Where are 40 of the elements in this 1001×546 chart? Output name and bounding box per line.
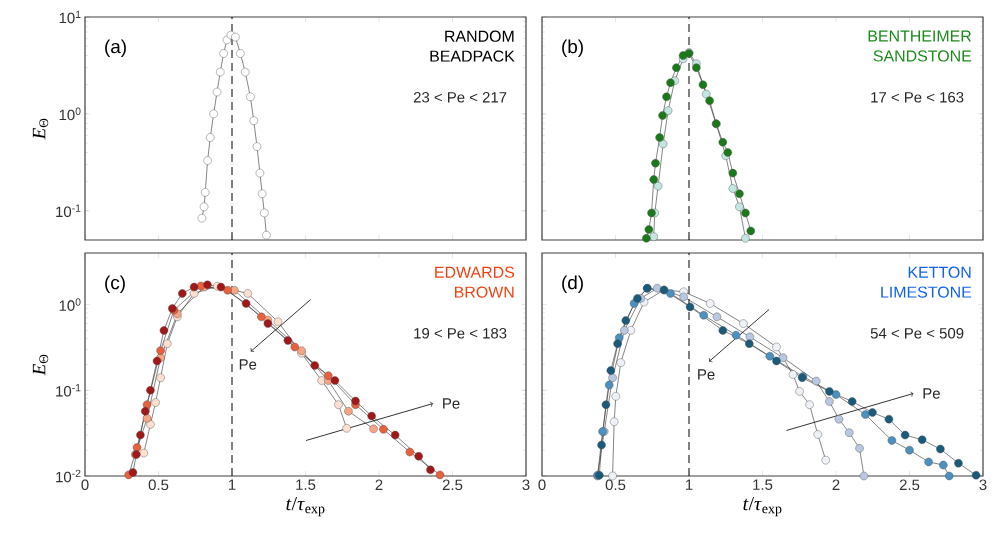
x-tick-label: 2	[832, 479, 840, 490]
x-tick-label: 0	[538, 479, 546, 491]
annotation: 19 < Pe < 183	[414, 327, 507, 339]
y-tick-label: 10$^{-1}$	[56, 204, 81, 218]
y-tick-label: 10$^{1}$	[59, 10, 81, 24]
y-tick-label: 10$^{-2}$	[56, 469, 81, 483]
x-tick-label: 0	[81, 479, 89, 491]
text: RANDOM BEADPACK	[430, 30, 515, 62]
annotation: (b)	[562, 39, 583, 58]
text: BENTHEIMER SANDSTONE	[868, 30, 972, 62]
y-tick-label: 10$^{0}$	[59, 107, 81, 121]
text: EDWARDS BROWN	[435, 266, 515, 298]
annotation: Pe	[698, 369, 715, 380]
x-tick-label: 3	[522, 479, 530, 491]
x-tick-label: 2.5	[442, 479, 463, 491]
y-tick-label: 10$^{-1}$	[56, 384, 81, 397]
x-tick-label: 2	[375, 479, 383, 490]
x-tick-label: 1.5	[753, 479, 773, 490]
y-axis-title: E$_{Θ}$	[32, 118, 49, 140]
annotation: 54 < Pe < 509	[870, 327, 964, 339]
x-tick-label: 2.5	[899, 479, 920, 491]
annotation: Pe	[923, 388, 940, 399]
x-tick-label: 1	[686, 479, 693, 490]
x-tick-label: 3	[979, 479, 987, 491]
x-axis-title: t/τ$_{exp}$	[286, 496, 325, 517]
y-tick-label: 10$^{0}$	[59, 298, 81, 311]
text: KETTON LIMESTONE	[881, 266, 972, 298]
annotation: Pe	[443, 398, 460, 409]
x-axis-title: t/τ$_{exp}$	[743, 496, 782, 517]
annotation: Pe	[239, 359, 257, 370]
annotation: (c)	[105, 275, 125, 294]
x-tick-label: 1.5	[296, 479, 316, 490]
annotation: (d)	[562, 275, 583, 294]
x-tick-label: 0.5	[605, 479, 626, 491]
x-tick-label: 0.5	[148, 479, 169, 491]
annotation: (a)	[105, 39, 126, 58]
y-axis-title: E$_{Θ}$	[32, 354, 49, 376]
x-tick-label: 1	[228, 479, 236, 490]
annotation: 23 < Pe < 217	[413, 91, 507, 103]
annotation: 17 < Pe < 163	[871, 91, 964, 103]
